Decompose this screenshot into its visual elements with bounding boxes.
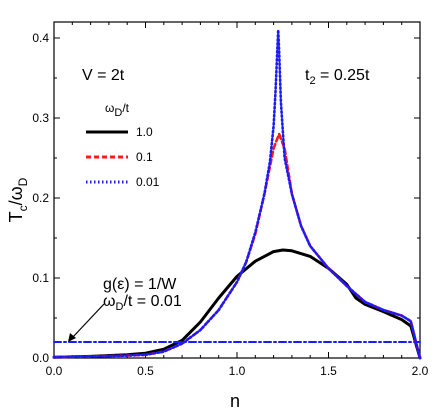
ticks: 0.0 0.5 1.0 1.5 2.0 0.0 0.1 0.2 0.3 0.4 — [32, 22, 429, 378]
y-tick-label: 0.0 — [32, 351, 49, 365]
series-line-1-0 — [52, 248, 422, 360]
legend-label-2: 0.1 — [136, 150, 153, 164]
x-tick-label: 1.0 — [229, 364, 246, 378]
legend-title: ωD/t — [105, 101, 130, 119]
legend-label-3: 0.01 — [136, 175, 160, 189]
flat-annotation-line2: ωD/t = 0.01 — [103, 293, 182, 313]
y-tick-label: 0.4 — [32, 31, 49, 45]
annotation-arrow — [68, 303, 105, 342]
legend-label-1: 1.0 — [136, 125, 153, 139]
x-axis-label: n — [230, 391, 240, 411]
y-tick-label: 0.3 — [32, 111, 49, 125]
v-annotation: V = 2t — [82, 67, 125, 84]
x-tick-label: 0.0 — [46, 364, 63, 378]
legend: ωD/t 1.0 0.1 0.01 — [86, 101, 160, 189]
x-tick-label: 2.0 — [412, 364, 429, 378]
y-axis-label: Tc/ωD — [6, 177, 30, 222]
y-tick-label: 0.2 — [32, 191, 49, 205]
y-tick-label: 0.1 — [32, 271, 49, 285]
series-line-0-01 — [52, 28, 422, 360]
flat-annotation-line1: g(ε) = 1/W — [103, 276, 177, 293]
series-group — [52, 28, 422, 360]
x-tick-label: 0.5 — [137, 364, 154, 378]
t2-annotation: t2 = 0.25t — [305, 67, 370, 87]
svg-text:Tc/ωD: Tc/ωD — [6, 177, 30, 222]
x-tick-label: 1.5 — [320, 364, 337, 378]
series-line-0-1 — [52, 132, 422, 360]
